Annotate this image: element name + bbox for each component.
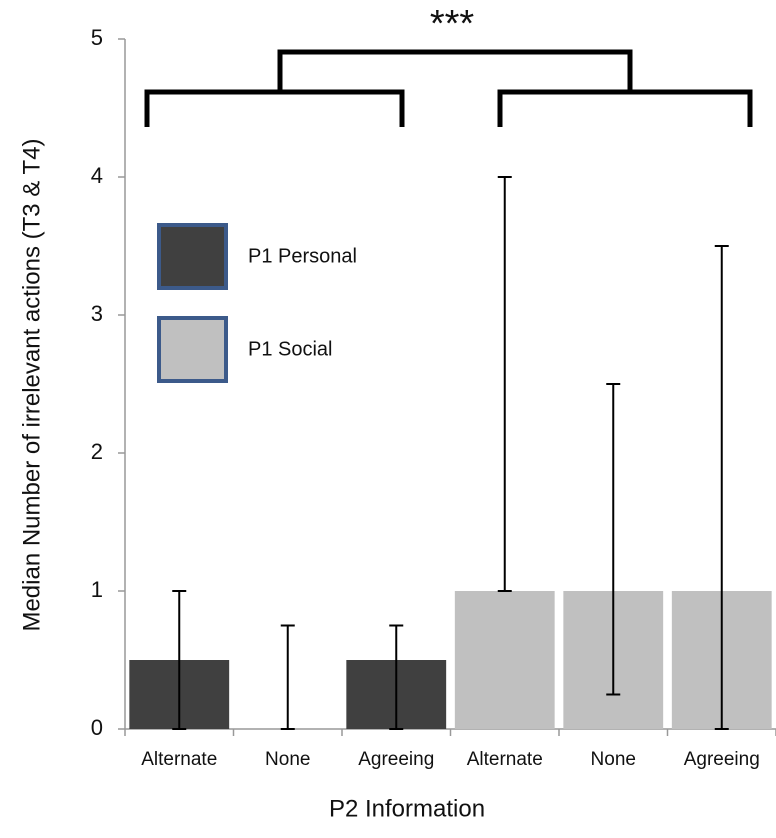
bar bbox=[454, 591, 555, 729]
y-tick-label: 2 bbox=[91, 439, 103, 464]
annotation: *** bbox=[430, 3, 475, 45]
legend-label: P1 Personal bbox=[248, 245, 357, 267]
y-tick-label: 1 bbox=[91, 577, 103, 602]
error-bar bbox=[497, 176, 512, 592]
legend-swatch bbox=[157, 316, 228, 383]
y-tick-label: 3 bbox=[91, 301, 103, 326]
x-tick-label: None bbox=[265, 749, 310, 770]
bracket-left bbox=[144, 89, 405, 127]
x-tick-label: Alternate bbox=[467, 749, 543, 770]
error-bar bbox=[172, 590, 187, 730]
x-tick-label: None bbox=[591, 749, 636, 770]
x-tick-label: Alternate bbox=[141, 749, 217, 770]
bracket-top bbox=[277, 49, 633, 92]
bracket-right bbox=[497, 89, 753, 127]
legend-label: P1 Social bbox=[248, 338, 333, 360]
error-bar bbox=[606, 383, 621, 696]
error-bar bbox=[389, 624, 404, 730]
y-tick-label: 4 bbox=[91, 163, 103, 188]
x-tick-label: Agreeing bbox=[684, 749, 760, 770]
y-axis-title: Median Number of irrelevant actions (T3 … bbox=[18, 138, 45, 631]
significance-brackets bbox=[144, 49, 753, 127]
x-axis-title: P2 Information bbox=[329, 795, 485, 822]
y-tick-label: 0 bbox=[91, 715, 103, 740]
x-tick-label: Agreeing bbox=[358, 749, 434, 770]
legend-swatch bbox=[157, 223, 228, 290]
error-bar bbox=[714, 245, 729, 730]
y-tick-label: 5 bbox=[91, 25, 103, 50]
error-bar bbox=[280, 624, 295, 730]
